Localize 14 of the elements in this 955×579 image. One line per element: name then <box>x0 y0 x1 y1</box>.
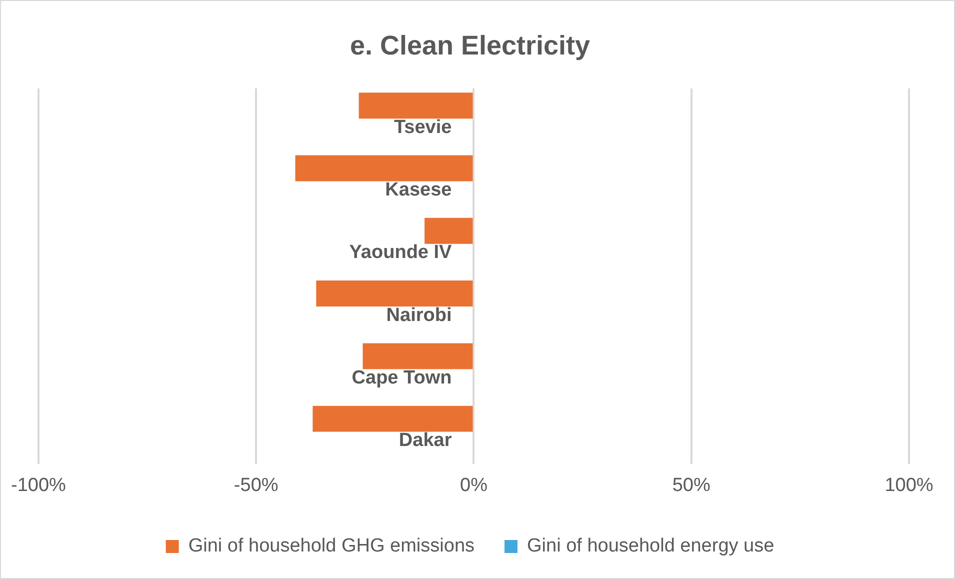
y-tick-label: Nairobi <box>386 304 452 326</box>
x-tick-label: 100% <box>884 474 934 496</box>
x-tick-label: 50% <box>672 474 710 496</box>
y-tick-label: Kasese <box>385 180 452 201</box>
legend-label: Gini of household energy use <box>527 536 774 557</box>
legend-label: Gini of household GHG emissions <box>188 536 475 557</box>
y-tick-label: Yaounde IV <box>349 242 452 264</box>
chart-title: e. Clean Electricity <box>350 30 590 61</box>
x-tick-label: 0% <box>460 474 488 496</box>
y-tick-label: Cape Town <box>352 367 452 388</box>
x-tick-label: -50% <box>234 474 278 496</box>
y-tick-label: Dakar <box>398 430 452 452</box>
x-tick-label: -100% <box>11 474 66 496</box>
y-tick-label: Tsevie <box>394 116 452 138</box>
